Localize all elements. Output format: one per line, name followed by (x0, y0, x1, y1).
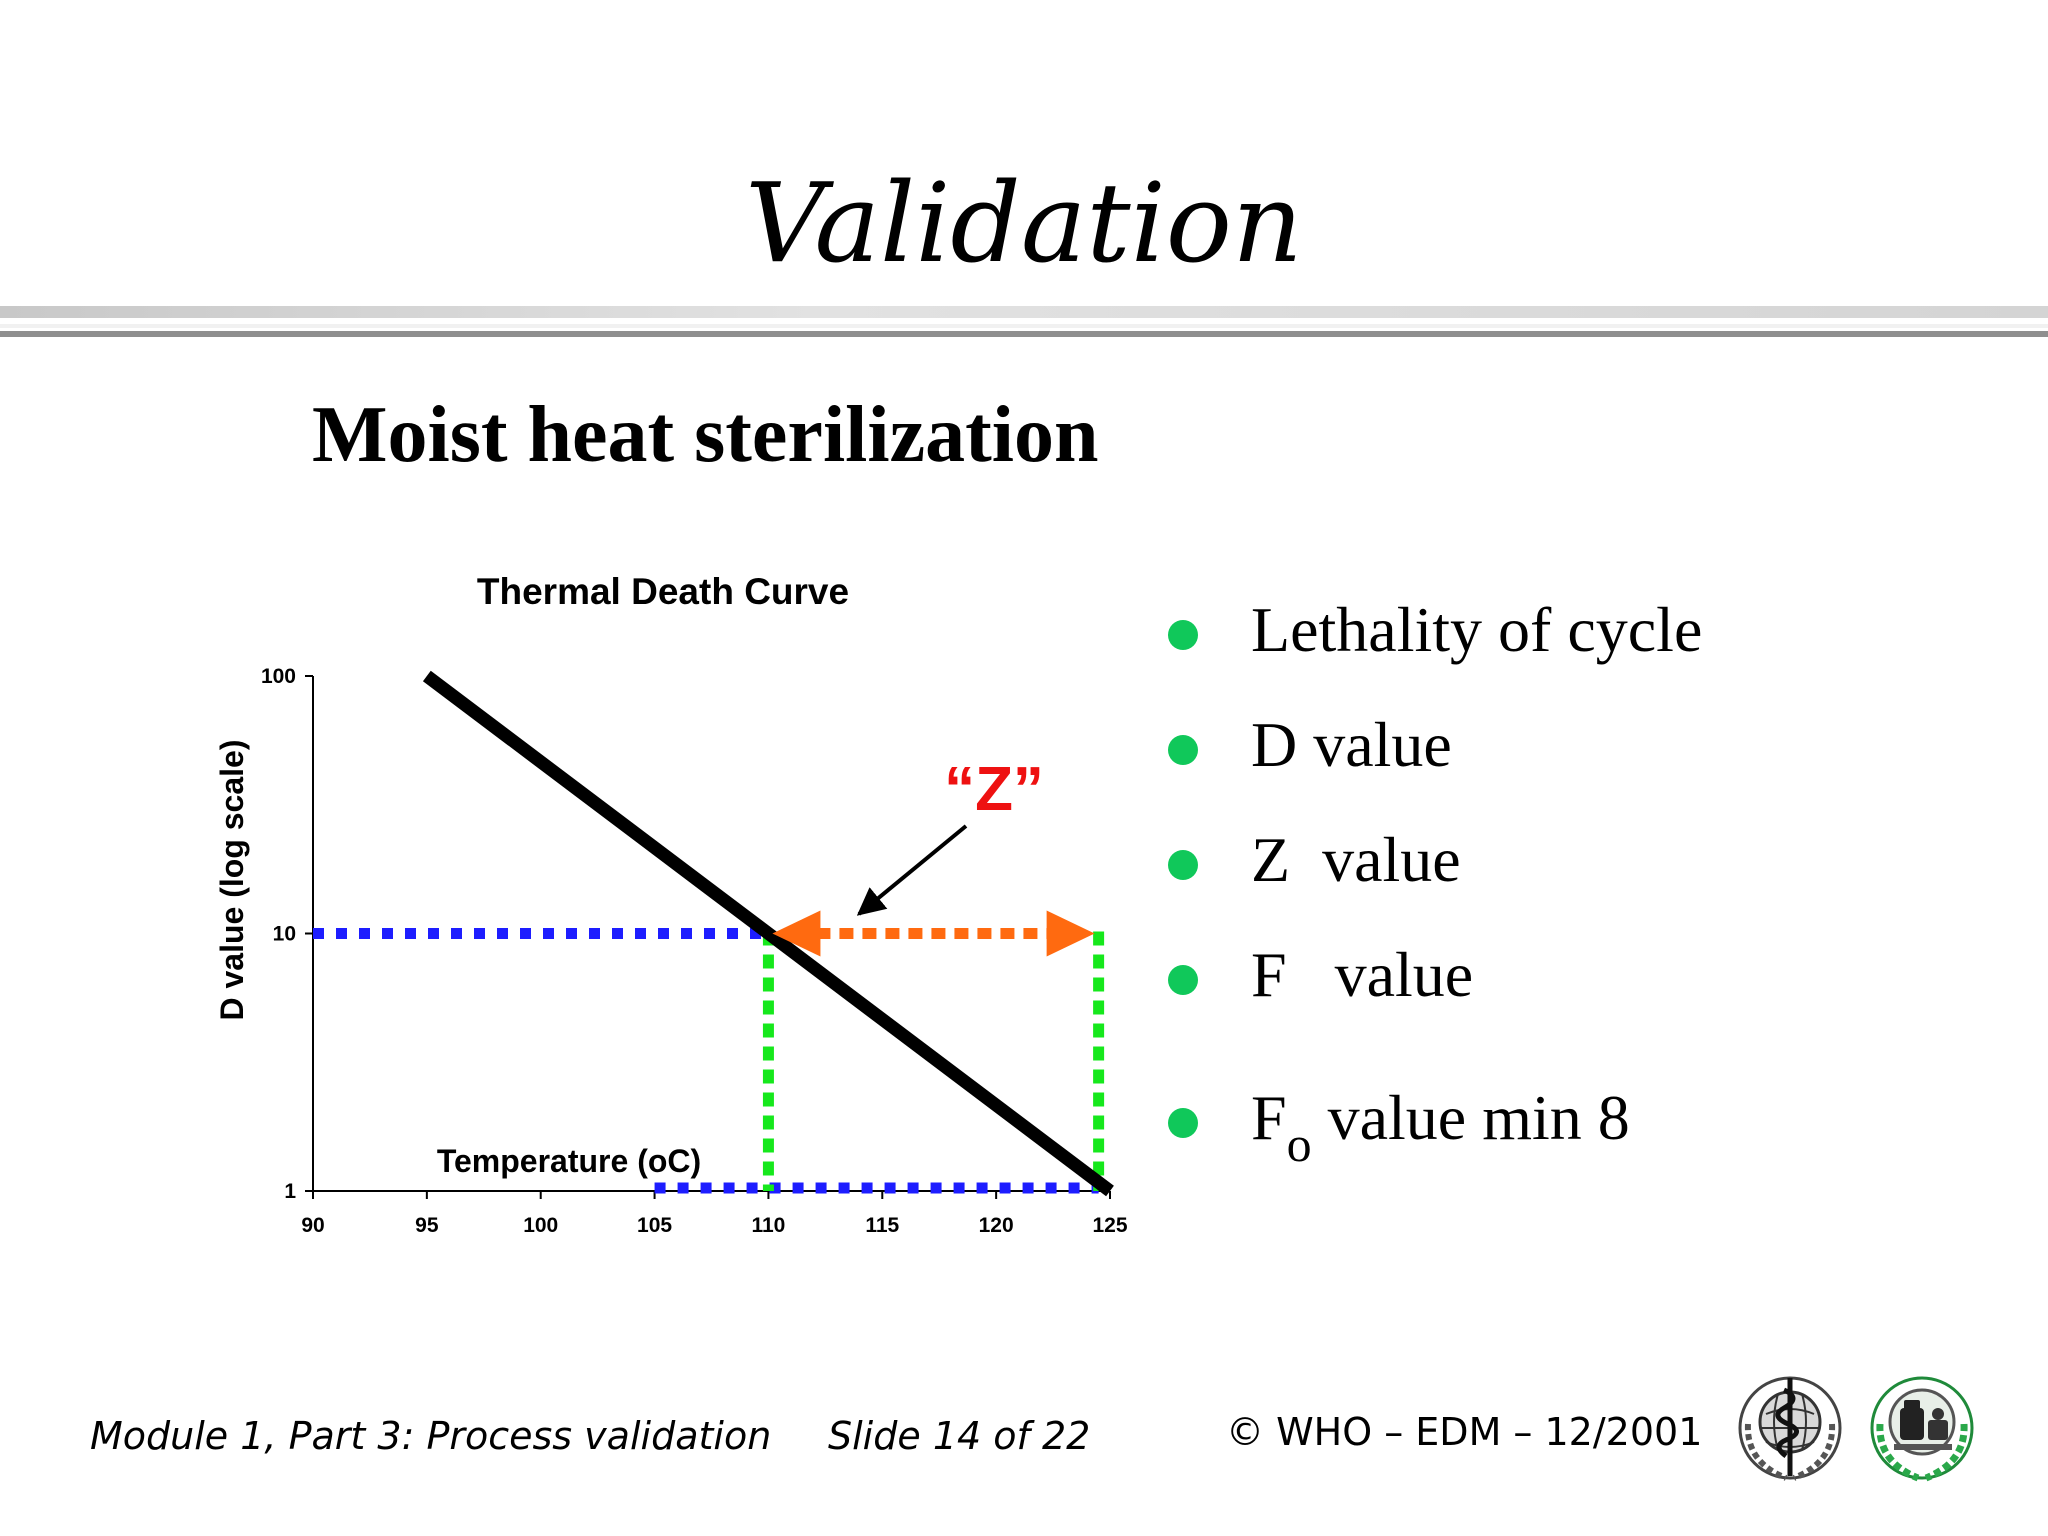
who-emblem-icon (1738, 1376, 1842, 1481)
slide-title: Validation (745, 159, 1303, 287)
thermal-death-chart: Thermal Death Curve D value (log scale) … (214, 571, 1128, 1237)
y-tick-label: 100 (261, 665, 296, 688)
footer-copyright: © WHO – EDM – 12/2001 (1226, 1410, 1703, 1454)
z-span-left-arrowhead (772, 910, 821, 957)
title-rule-shadow (0, 331, 2048, 337)
bullet-subscript: o (1286, 1116, 1312, 1172)
chart-series (422, 670, 1114, 1197)
chart-title: Thermal Death Curve (477, 571, 849, 612)
x-tick-label: 100 (523, 1214, 558, 1237)
slide-subtitle: Moist heat sterilization (312, 391, 1099, 479)
x-tick-label: 110 (751, 1214, 785, 1237)
bullet-dot-icon (1168, 965, 1198, 995)
x-tick-label: 105 (637, 1214, 672, 1237)
bullet-text: F value (1251, 939, 1474, 1010)
bullet-text: F (1251, 1082, 1287, 1153)
bullet-dot-icon (1168, 1108, 1198, 1138)
z-span-right-arrowhead (1046, 910, 1095, 957)
reference-lines (313, 928, 1105, 1194)
x-tick-label: 95 (415, 1214, 439, 1237)
footer-slide-number: Slide 14 of 22 (828, 1414, 1091, 1458)
y-tick-label: 10 (273, 923, 296, 946)
thermal-death-line (422, 670, 1114, 1197)
bullet-dot-icon (1168, 850, 1198, 880)
bullet-text: Z value (1251, 824, 1461, 895)
z-annotation: “Z” (944, 755, 1044, 824)
y-tick-label: 1 (284, 1180, 296, 1203)
bullet-text: Lethality of cycle (1251, 594, 1703, 665)
z-pointer-arrow (856, 824, 968, 916)
edm-emblem-icon (1870, 1376, 1974, 1482)
x-tick-label: 90 (301, 1214, 324, 1237)
title-rule-highlight (0, 324, 2048, 328)
x-tick-label: 125 (1092, 1214, 1127, 1237)
chart-xlabel: Temperature (oC) (437, 1143, 701, 1179)
bullet-text-rest: value min 8 (1311, 1082, 1630, 1153)
bullet-dot-icon (1168, 735, 1198, 765)
title-rule (0, 306, 2048, 318)
bullet-text: D value (1251, 709, 1452, 780)
chart-ylabel: D value (log scale) (214, 740, 250, 1021)
x-tick-label: 120 (979, 1214, 1014, 1237)
x-tick-label: 115 (865, 1214, 899, 1237)
bullet-dot-icon (1168, 620, 1198, 650)
footer-module: Module 1, Part 3: Process validation (90, 1414, 772, 1458)
